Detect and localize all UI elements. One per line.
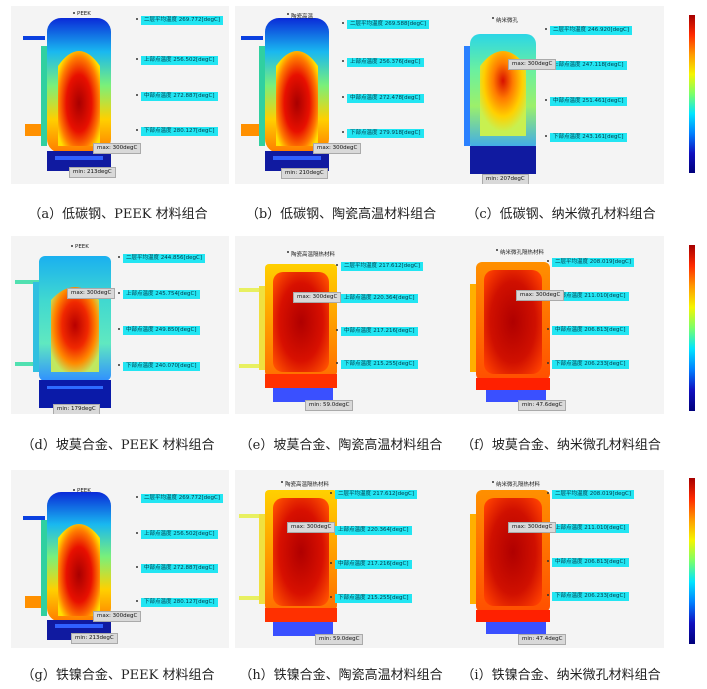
material-label: 陶瓷高温隔热材料	[286, 251, 336, 258]
max-temp-label: max: 300degC	[313, 143, 362, 154]
min-temp-label: min: 207degC	[482, 174, 529, 184]
color-scale-bar	[689, 478, 695, 644]
probe-top: 上部点温度 256.502[degC]	[136, 56, 218, 65]
probe-middle: 中部点温度 217.216[degC]	[330, 560, 412, 569]
probe-bottom: 下部点温度 243.161[degC]	[545, 133, 627, 142]
thermal-plot-d	[15, 256, 111, 408]
figure-panel-g: PEEK 二层平均温度 269.772[degC] 上部点温度 256.502[…	[11, 470, 229, 648]
probe-bottom: 下部点温度 215.255[degC]	[330, 594, 412, 603]
probe-bottom: 下部点温度 206.233[degC]	[547, 360, 629, 369]
min-temp-label: min: 47.6degC	[518, 400, 567, 411]
probe-layer-avg: 二层平均温度 246.920[degC]	[544, 26, 633, 35]
max-temp-label: max: 300degC	[516, 290, 565, 301]
probe-top: 上部点温度 220.364[degC]	[330, 526, 412, 535]
max-temp-label: max: 300degC	[508, 522, 557, 533]
thermal-plot-a	[23, 18, 111, 171]
max-temp-label: max: 300degC	[93, 143, 142, 154]
color-scale-bar	[689, 245, 695, 411]
probe-layer-avg: 二层平均温度 217.612[degC]	[329, 490, 418, 499]
caption-b: （b）低碳钢、陶瓷高温材料组合	[245, 207, 437, 222]
probe-top: 上部点温度 245.754[degC]	[118, 290, 200, 299]
material-label: PEEK	[73, 488, 91, 494]
material-label: 陶瓷高温隔热材料	[280, 481, 330, 488]
probe-middle: 中部点温度 251.461[degC]	[545, 97, 627, 106]
min-temp-label: min: 179degC	[53, 404, 100, 414]
probe-bottom: 下部点温度 280.127[degC]	[136, 598, 218, 607]
max-temp-label: max: 300degC	[508, 59, 557, 70]
min-temp-label: min: 59.0degC	[305, 400, 354, 411]
probe-layer-avg: 二层平均温度 244.856[degC]	[117, 254, 206, 263]
probe-top: 上部点温度 247.118[degC]	[545, 61, 627, 70]
probe-bottom: 下部点温度 280.127[degC]	[136, 127, 218, 136]
figure-panel-d: PEEK 二层平均温度 244.856[degC] 上部点温度 245.754[…	[11, 236, 229, 414]
figure-panel-c: 纳米微孔 二层平均温度 246.920[degC] 上部点温度 247.118[…	[446, 6, 664, 184]
caption-g: （g）铁镍合金、PEEK 材料组合	[21, 668, 215, 683]
thermal-plot-b	[241, 18, 329, 171]
material-label: 纳米微孔隔热材料	[491, 481, 541, 488]
probe-middle: 中部点温度 272.887[degC]	[136, 564, 218, 573]
probe-middle: 中部点温度 206.813[degC]	[547, 558, 629, 567]
min-temp-label: min: 47.4degC	[518, 634, 567, 645]
max-temp-label: max: 300degC	[287, 522, 336, 533]
min-temp-label: min: 59.0degC	[315, 634, 364, 645]
min-temp-label: min: 213degC	[71, 633, 118, 644]
probe-bottom: 下部点温度 240.070[degC]	[118, 362, 200, 371]
material-label: PEEK	[71, 244, 89, 250]
probe-middle: 中部点温度 206.813[degC]	[547, 326, 629, 335]
probe-top: 上部点温度 256.376[degC]	[342, 58, 424, 67]
probe-bottom: 下部点温度 215.255[degC]	[336, 360, 418, 369]
max-temp-label: max: 300degC	[93, 611, 142, 622]
caption-e: （e）坡莫合金、陶瓷高温材料组合	[239, 438, 443, 453]
color-scale-bar	[689, 15, 695, 173]
probe-layer-avg: 二层平均温度 269.588[degC]	[341, 20, 430, 29]
material-label: 纳米微孔隔热材料	[495, 249, 545, 256]
probe-bottom: 下部点温度 206.233[degC]	[547, 592, 629, 601]
material-label: 纳米微孔	[491, 17, 519, 24]
probe-layer-avg: 二层平均温度 269.772[degC]	[135, 16, 224, 25]
probe-layer-avg: 二层平均温度 208.019[degC]	[546, 490, 635, 499]
probe-layer-avg: 二层平均温度 217.612[degC]	[335, 262, 424, 271]
probe-middle: 中部点温度 249.850[degC]	[118, 326, 200, 335]
figure-panel-b: 陶瓷高温 二层平均温度 269.588[degC] 上部点温度 256.376[…	[235, 6, 453, 184]
figure-panel-e: 陶瓷高温隔热材料 二层平均温度 217.612[degC] 上部点温度 220.…	[235, 236, 453, 414]
material-label: PEEK	[73, 11, 91, 17]
figure-panel-f: 纳米微孔隔热材料 二层平均温度 208.019[degC] 上部点温度 211.…	[446, 236, 664, 414]
probe-middle: 中部点温度 217.216[degC]	[336, 327, 418, 336]
thermal-plot-g	[23, 492, 111, 640]
material-label: 陶瓷高温	[286, 13, 314, 20]
probe-middle: 中部点温度 272.887[degC]	[136, 92, 218, 101]
probe-top: 上部点温度 211.010[degC]	[547, 524, 629, 533]
caption-i: （i）铁镍合金、纳米微孔材料组合	[461, 668, 661, 683]
probe-bottom: 下部点温度 279.918[degC]	[342, 129, 424, 138]
probe-layer-avg: 二层平均温度 269.772[degC]	[135, 494, 224, 503]
probe-top: 上部点温度 256.502[degC]	[136, 530, 218, 539]
figure-panel-a: PEEK 二层平均温度 269.772[degC] 上部点温度 256.502[…	[11, 6, 229, 184]
figure-panel-h: 陶瓷高温隔热材料 二层平均温度 217.612[degC] 上部点温度 220.…	[235, 470, 453, 648]
caption-a: （a）低碳钢、PEEK 材料组合	[28, 207, 208, 222]
min-temp-label: min: 213degC	[69, 167, 116, 178]
caption-f: （f）坡莫合金、纳米微孔材料组合	[461, 438, 661, 453]
probe-middle: 中部点温度 272.478[degC]	[342, 94, 424, 103]
max-temp-label: max: 300degC	[293, 292, 342, 303]
caption-h: （h）铁镍合金、陶瓷高温材料组合	[239, 668, 443, 683]
figure-panel-i: 纳米微孔隔热材料 二层平均温度 208.019[degC] 上部点温度 211.…	[446, 470, 664, 648]
max-temp-label: max: 300degC	[67, 288, 116, 299]
min-temp-label: min: 210degC	[281, 168, 328, 179]
probe-layer-avg: 二层平均温度 208.019[degC]	[546, 258, 635, 267]
caption-c: （c）低碳钢、纳米微孔材料组合	[466, 207, 656, 222]
caption-d: （d）坡莫合金、PEEK 材料组合	[21, 438, 215, 453]
probe-top: 上部点温度 220.364[degC]	[336, 294, 418, 303]
